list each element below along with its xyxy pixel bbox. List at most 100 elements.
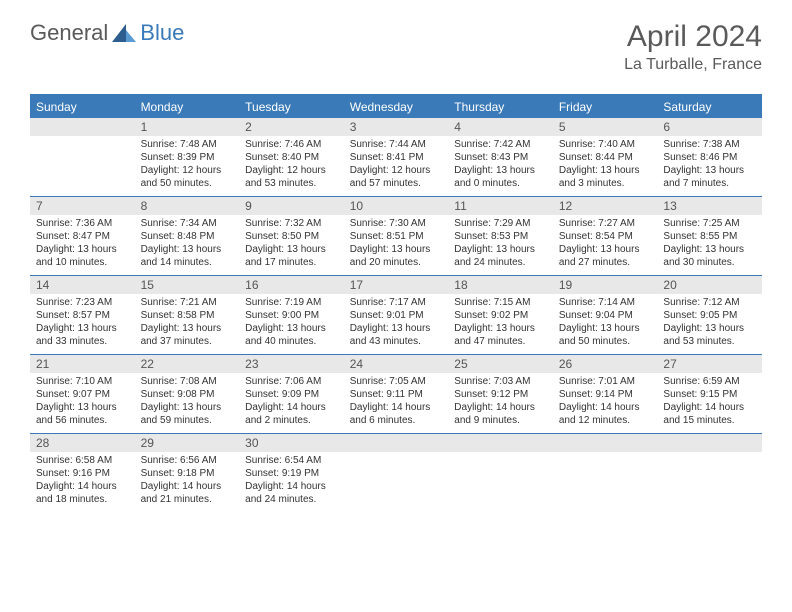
daylight-text: Daylight: 13 hours and 56 minutes. <box>36 401 129 427</box>
sunset-text: Sunset: 8:57 PM <box>36 309 129 322</box>
daylight-text: Daylight: 13 hours and 20 minutes. <box>350 243 443 269</box>
day-header-saturday: Saturday <box>657 96 762 118</box>
sunset-text: Sunset: 8:43 PM <box>454 151 547 164</box>
calendar-cell: 13Sunrise: 7:25 AMSunset: 8:55 PMDayligh… <box>657 197 762 275</box>
sunrise-text: Sunrise: 7:23 AM <box>36 296 129 309</box>
sunrise-text: Sunrise: 7:27 AM <box>559 217 652 230</box>
calendar-cell: 9Sunrise: 7:32 AMSunset: 8:50 PMDaylight… <box>239 197 344 275</box>
day-header-monday: Monday <box>135 96 240 118</box>
week-row: 1Sunrise: 7:48 AMSunset: 8:39 PMDaylight… <box>30 118 762 196</box>
logo-triangle-icon <box>112 24 136 42</box>
day-number: 20 <box>657 276 762 294</box>
calendar-cell <box>344 434 449 512</box>
sunset-text: Sunset: 9:02 PM <box>454 309 547 322</box>
sunset-text: Sunset: 8:50 PM <box>245 230 338 243</box>
cell-body: Sunrise: 7:19 AMSunset: 9:00 PMDaylight:… <box>239 294 344 352</box>
sunrise-text: Sunrise: 7:01 AM <box>559 375 652 388</box>
daylight-text: Daylight: 13 hours and 50 minutes. <box>559 322 652 348</box>
daylight-text: Daylight: 13 hours and 3 minutes. <box>559 164 652 190</box>
daylight-text: Daylight: 13 hours and 47 minutes. <box>454 322 547 348</box>
calendar-cell: 4Sunrise: 7:42 AMSunset: 8:43 PMDaylight… <box>448 118 553 196</box>
daylight-text: Daylight: 14 hours and 9 minutes. <box>454 401 547 427</box>
calendar-cell <box>30 118 135 196</box>
sunrise-text: Sunrise: 7:44 AM <box>350 138 443 151</box>
sunset-text: Sunset: 9:01 PM <box>350 309 443 322</box>
sunrise-text: Sunrise: 7:08 AM <box>141 375 234 388</box>
daylight-text: Daylight: 13 hours and 27 minutes. <box>559 243 652 269</box>
daylight-text: Daylight: 12 hours and 50 minutes. <box>141 164 234 190</box>
day-number: 2 <box>239 118 344 136</box>
cell-body: Sunrise: 7:21 AMSunset: 8:58 PMDaylight:… <box>135 294 240 352</box>
day-number: 15 <box>135 276 240 294</box>
daylight-text: Daylight: 14 hours and 15 minutes. <box>663 401 756 427</box>
sunrise-text: Sunrise: 7:38 AM <box>663 138 756 151</box>
calendar-cell: 18Sunrise: 7:15 AMSunset: 9:02 PMDayligh… <box>448 276 553 354</box>
sunset-text: Sunset: 8:55 PM <box>663 230 756 243</box>
day-number: 26 <box>553 355 658 373</box>
day-number: 8 <box>135 197 240 215</box>
cell-body <box>448 452 553 458</box>
sunrise-text: Sunrise: 7:03 AM <box>454 375 547 388</box>
day-number <box>553 434 658 452</box>
calendar-cell: 3Sunrise: 7:44 AMSunset: 8:41 PMDaylight… <box>344 118 449 196</box>
calendar-cell <box>657 434 762 512</box>
calendar-cell: 24Sunrise: 7:05 AMSunset: 9:11 PMDayligh… <box>344 355 449 433</box>
day-number: 28 <box>30 434 135 452</box>
day-number: 19 <box>553 276 658 294</box>
daylight-text: Daylight: 13 hours and 14 minutes. <box>141 243 234 269</box>
cell-body: Sunrise: 7:06 AMSunset: 9:09 PMDaylight:… <box>239 373 344 431</box>
daylight-text: Daylight: 13 hours and 17 minutes. <box>245 243 338 269</box>
calendar-cell: 25Sunrise: 7:03 AMSunset: 9:12 PMDayligh… <box>448 355 553 433</box>
daylight-text: Daylight: 14 hours and 12 minutes. <box>559 401 652 427</box>
week-row: 21Sunrise: 7:10 AMSunset: 9:07 PMDayligh… <box>30 354 762 433</box>
day-number: 4 <box>448 118 553 136</box>
sunset-text: Sunset: 8:40 PM <box>245 151 338 164</box>
header: General Blue April 2024 La Turballe, Fra… <box>0 0 792 84</box>
cell-body: Sunrise: 7:30 AMSunset: 8:51 PMDaylight:… <box>344 215 449 273</box>
cell-body: Sunrise: 7:29 AMSunset: 8:53 PMDaylight:… <box>448 215 553 273</box>
sunset-text: Sunset: 8:47 PM <box>36 230 129 243</box>
daylight-text: Daylight: 12 hours and 57 minutes. <box>350 164 443 190</box>
sunrise-text: Sunrise: 7:14 AM <box>559 296 652 309</box>
sunset-text: Sunset: 8:44 PM <box>559 151 652 164</box>
sunrise-text: Sunrise: 7:19 AM <box>245 296 338 309</box>
sunset-text: Sunset: 9:16 PM <box>36 467 129 480</box>
sunrise-text: Sunrise: 7:29 AM <box>454 217 547 230</box>
logo-text-blue: Blue <box>140 20 184 46</box>
calendar-cell: 22Sunrise: 7:08 AMSunset: 9:08 PMDayligh… <box>135 355 240 433</box>
sunset-text: Sunset: 9:14 PM <box>559 388 652 401</box>
title-block: April 2024 La Turballe, France <box>624 20 762 74</box>
calendar-cell: 20Sunrise: 7:12 AMSunset: 9:05 PMDayligh… <box>657 276 762 354</box>
week-row: 14Sunrise: 7:23 AMSunset: 8:57 PMDayligh… <box>30 275 762 354</box>
day-number <box>344 434 449 452</box>
day-number <box>657 434 762 452</box>
daylight-text: Daylight: 13 hours and 43 minutes. <box>350 322 443 348</box>
sunset-text: Sunset: 9:08 PM <box>141 388 234 401</box>
cell-body: Sunrise: 7:27 AMSunset: 8:54 PMDaylight:… <box>553 215 658 273</box>
sunset-text: Sunset: 9:12 PM <box>454 388 547 401</box>
day-header-wednesday: Wednesday <box>344 96 449 118</box>
sunset-text: Sunset: 8:46 PM <box>663 151 756 164</box>
sunrise-text: Sunrise: 7:15 AM <box>454 296 547 309</box>
cell-body: Sunrise: 7:25 AMSunset: 8:55 PMDaylight:… <box>657 215 762 273</box>
calendar-cell: 28Sunrise: 6:58 AMSunset: 9:16 PMDayligh… <box>30 434 135 512</box>
cell-body: Sunrise: 7:23 AMSunset: 8:57 PMDaylight:… <box>30 294 135 352</box>
sunrise-text: Sunrise: 6:59 AM <box>663 375 756 388</box>
sunset-text: Sunset: 8:53 PM <box>454 230 547 243</box>
logo: General Blue <box>30 20 184 46</box>
daylight-text: Daylight: 13 hours and 7 minutes. <box>663 164 756 190</box>
sunrise-text: Sunrise: 7:25 AM <box>663 217 756 230</box>
daylight-text: Daylight: 13 hours and 59 minutes. <box>141 401 234 427</box>
cell-body: Sunrise: 7:44 AMSunset: 8:41 PMDaylight:… <box>344 136 449 194</box>
day-number: 1 <box>135 118 240 136</box>
calendar-cell: 6Sunrise: 7:38 AMSunset: 8:46 PMDaylight… <box>657 118 762 196</box>
day-number: 14 <box>30 276 135 294</box>
sunset-text: Sunset: 9:19 PM <box>245 467 338 480</box>
day-number: 23 <box>239 355 344 373</box>
sunset-text: Sunset: 9:18 PM <box>141 467 234 480</box>
day-number: 21 <box>30 355 135 373</box>
calendar: Sunday Monday Tuesday Wednesday Thursday… <box>30 94 762 512</box>
daylight-text: Daylight: 12 hours and 53 minutes. <box>245 164 338 190</box>
sunrise-text: Sunrise: 7:10 AM <box>36 375 129 388</box>
calendar-cell: 30Sunrise: 6:54 AMSunset: 9:19 PMDayligh… <box>239 434 344 512</box>
